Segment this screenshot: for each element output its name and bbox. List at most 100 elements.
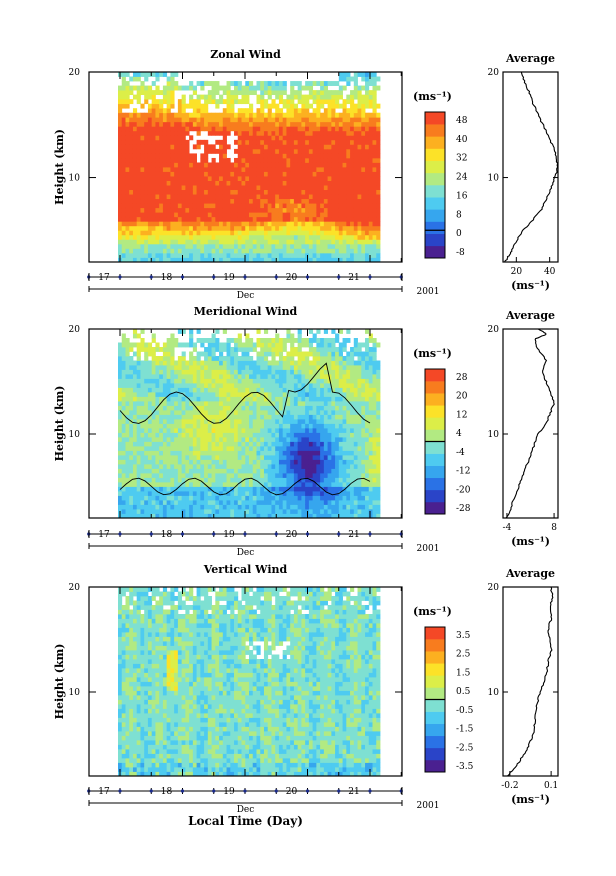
heatmap-cell — [290, 455, 295, 460]
heatmap-cell — [316, 212, 321, 218]
heatmap-cell — [357, 176, 362, 181]
heatmap-cell — [162, 414, 168, 420]
heatmap-cell — [140, 482, 145, 487]
heatmap-cell — [290, 432, 295, 438]
heatmap-cell — [177, 252, 183, 258]
heatmap-cell — [125, 126, 130, 132]
heatmap-cell — [286, 446, 291, 451]
heatmap-cell — [275, 239, 280, 245]
heatmap-cell — [226, 243, 231, 249]
heatmap-cell — [230, 383, 235, 388]
heatmap-cell — [207, 239, 212, 245]
heatmap-cell — [219, 392, 224, 397]
heatmap-cell — [234, 428, 239, 433]
heatmap-cell — [365, 99, 370, 105]
heatmap-cell — [192, 401, 197, 406]
heatmap-cell — [125, 90, 130, 96]
heatmap-cell — [278, 423, 284, 429]
heatmap-cell — [327, 455, 332, 460]
heatmap-cell — [185, 437, 190, 442]
heatmap-cell — [132, 225, 138, 231]
heatmap-cell — [125, 482, 130, 487]
heatmap-cell — [320, 338, 325, 343]
heatmap-cell — [129, 437, 134, 442]
heatmap-cell — [293, 252, 299, 258]
heatmap-cell — [204, 189, 209, 195]
heatmap-cell — [316, 437, 321, 442]
heatmap-cell — [372, 135, 377, 141]
heatmap-cell — [147, 401, 153, 406]
heatmap-cell — [196, 513, 201, 519]
heatmap-cell — [166, 513, 171, 519]
heatmap-cell — [177, 189, 183, 195]
heatmap-cell — [222, 356, 227, 361]
heatmap-cell — [263, 446, 269, 451]
heatmap-cell — [263, 441, 269, 447]
heatmap-cell — [166, 383, 171, 388]
heatmap-cell — [174, 450, 179, 456]
heatmap-cell — [237, 162, 242, 168]
heatmap-cell — [207, 468, 212, 474]
heatmap-cell — [125, 234, 130, 240]
heatmap-cell — [196, 383, 201, 388]
heatmap-cell — [308, 446, 314, 451]
heatmap-cell — [136, 482, 141, 487]
heatmap-cell — [200, 513, 205, 519]
heatmap-cell — [147, 207, 153, 213]
heatmap-cell — [278, 374, 284, 379]
heatmap-cell — [185, 216, 190, 222]
heatmap-cell — [368, 112, 373, 118]
heatmap-cell — [249, 486, 254, 492]
heatmap-cell — [256, 495, 261, 501]
heatmap-cell — [155, 392, 160, 397]
heatmap-cell — [346, 162, 351, 168]
heatmap-cell — [230, 347, 235, 352]
heatmap-cell — [245, 360, 250, 366]
heatmap-cell — [275, 234, 280, 240]
heatmap-cell — [305, 383, 310, 388]
heatmap-cell — [323, 252, 328, 258]
heatmap-cell — [196, 486, 201, 492]
heatmap-cell — [192, 234, 197, 240]
heatmap-cell — [151, 360, 156, 366]
heatmap-cell — [140, 207, 145, 213]
heatmap-cell — [293, 432, 299, 438]
heatmap-cell — [237, 491, 242, 496]
heatmap-cell — [181, 139, 186, 145]
heatmap-cell — [215, 216, 220, 222]
heatmap-cell — [275, 419, 280, 424]
y-axis-label: Height (km) — [53, 129, 66, 205]
heatmap-cell — [338, 135, 343, 141]
heatmap-cell — [166, 401, 171, 406]
heatmap-cell — [312, 477, 317, 483]
heatmap-cell — [271, 162, 276, 168]
heatmap-cell — [132, 428, 138, 433]
heatmap-cell — [144, 437, 149, 442]
heatmap-cell — [234, 185, 239, 191]
heatmap-cell — [275, 203, 280, 209]
heatmap-cell — [174, 401, 179, 406]
heatmap-cell — [144, 392, 149, 397]
heatmap-cell — [275, 171, 280, 177]
heatmap-cell — [118, 482, 123, 487]
heatmap-cell — [121, 76, 126, 82]
heatmap-cell — [252, 157, 257, 163]
heatmap-cell — [278, 171, 284, 177]
heatmap-cell — [308, 378, 314, 384]
heatmap-cell — [241, 410, 246, 415]
heatmap-cell — [282, 230, 287, 236]
heatmap-cell — [215, 212, 220, 218]
heatmap-cell — [132, 410, 138, 415]
heatmap-cell — [181, 216, 186, 222]
heatmap-cell — [222, 405, 227, 411]
heatmap-cell — [204, 495, 209, 501]
heatmap-cell — [297, 468, 302, 474]
heatmap-cell — [196, 112, 201, 118]
heatmap-cell — [204, 144, 209, 150]
heatmap-cell — [237, 203, 242, 209]
heatmap-cell — [192, 221, 197, 227]
heatmap-cell — [320, 103, 325, 109]
heatmap-cell — [136, 365, 141, 370]
heatmap-cell — [129, 459, 134, 465]
heatmap-cell — [271, 468, 276, 474]
